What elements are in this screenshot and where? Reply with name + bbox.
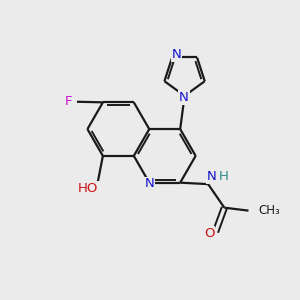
Text: F: F [65, 95, 73, 108]
Text: CH₃: CH₃ [259, 204, 280, 217]
Text: N: N [172, 48, 182, 61]
Text: N: N [207, 170, 217, 183]
Text: N: N [179, 91, 189, 104]
Text: H: H [218, 170, 228, 183]
Text: HO: HO [78, 182, 98, 195]
Text: O: O [204, 226, 214, 239]
Text: N: N [145, 177, 155, 190]
